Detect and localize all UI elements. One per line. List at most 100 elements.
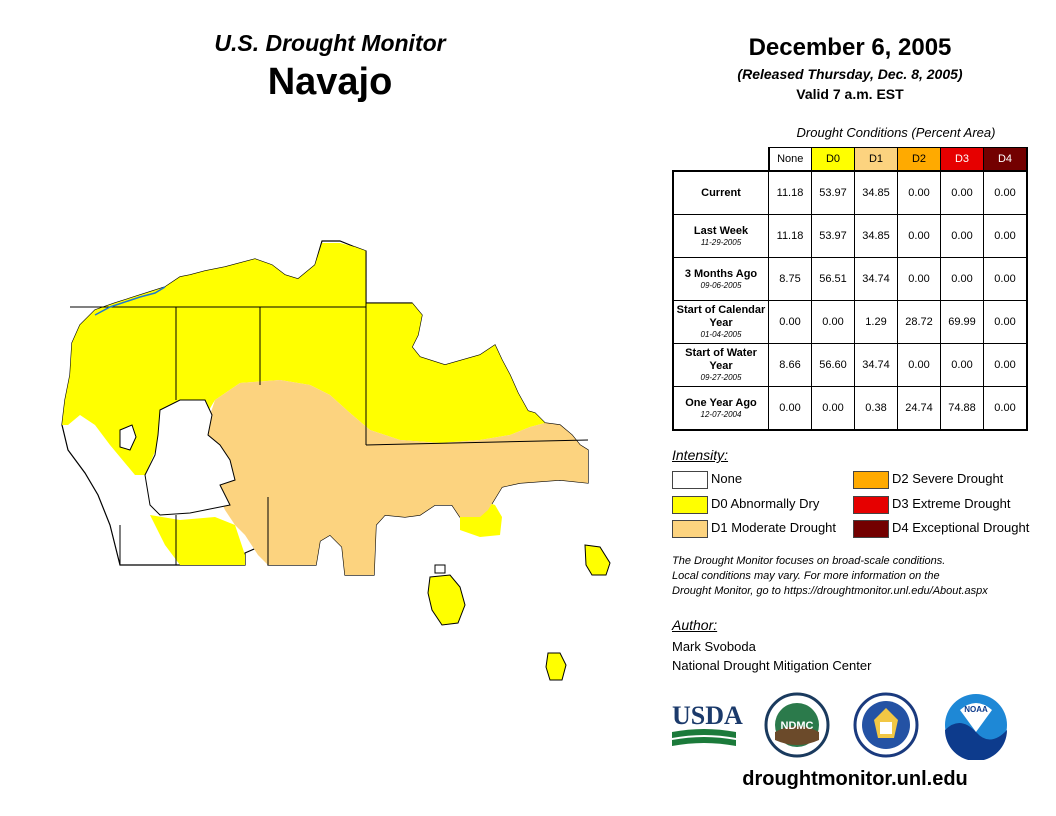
legend-swatch <box>672 471 708 489</box>
author-title: Author: <box>672 617 718 633</box>
row-label: Current <box>672 170 769 215</box>
table-cell: 34.74 <box>854 257 898 301</box>
table-cell: 53.97 <box>811 170 855 215</box>
white-island <box>119 424 137 451</box>
table-cell: 0.00 <box>897 257 941 301</box>
table-cell: 24.74 <box>897 386 941 431</box>
table-cell: 0.00 <box>940 343 984 387</box>
commerce-logo <box>853 692 919 758</box>
drought-conditions-table: None D0 D1 D2 D3 D4 Current 11.18 53.97 … <box>672 147 1028 431</box>
ndmc-text: NDMC <box>781 720 814 732</box>
table-cell: 0.00 <box>897 214 941 258</box>
release-date: (Released Thursday, Dec. 8, 2005) <box>737 66 963 82</box>
table-cell: 56.51 <box>811 257 855 301</box>
table-cell: 11.18 <box>768 214 812 258</box>
legend-label: D2 Severe Drought <box>892 471 1004 486</box>
table-cell: 0.38 <box>854 386 898 431</box>
table-cell: 34.85 <box>854 170 898 215</box>
note-line: The Drought Monitor focuses on broad-sca… <box>672 555 946 567</box>
white-enclave <box>144 399 236 516</box>
drought-note: The Drought Monitor focuses on broad-sca… <box>672 554 1042 599</box>
island-d0-3 <box>545 652 567 681</box>
d0-area-south <box>150 515 245 565</box>
row-date: 12-07-2004 <box>700 409 742 419</box>
table-cell: 28.72 <box>897 300 941 344</box>
island-d0-1 <box>427 574 466 626</box>
table-cell: 0.00 <box>940 214 984 258</box>
row-name: One Year Ago <box>685 396 757 409</box>
table-row: Start of Calendar Year 01-04-2005 0.00 0.… <box>672 300 1028 344</box>
drought-map <box>61 240 611 681</box>
author-name: Mark Svoboda <box>672 639 756 654</box>
row-label: Start of Water Year 09-27-2005 <box>672 343 769 387</box>
row-name: Start of Water Year <box>685 347 757 372</box>
col-d2: D2 <box>897 147 941 172</box>
legend-title: Intensity: <box>672 447 729 463</box>
col-d1: D1 <box>854 147 898 172</box>
row-name: Start of Calendar Year <box>676 304 766 329</box>
region-title: Navajo <box>267 61 393 103</box>
table-cell: 0.00 <box>811 386 855 431</box>
date-header: December 6, 2005 (Released Thursday, Dec… <box>680 34 1020 102</box>
island-d0-2 <box>584 544 611 576</box>
table-cell: 34.85 <box>854 214 898 258</box>
table-cell: 34.74 <box>854 343 898 387</box>
table-cell: 56.60 <box>811 343 855 387</box>
table-cell: 0.00 <box>897 343 941 387</box>
website-link[interactable]: droughtmonitor.unl.edu <box>742 768 968 790</box>
table-cell: 69.99 <box>940 300 984 344</box>
row-label: 3 Months Ago 09-06-2005 <box>672 257 769 301</box>
table-cell: 0.00 <box>768 386 812 431</box>
legend-label: None <box>711 471 743 486</box>
row-label: Start of Calendar Year 01-04-2005 <box>672 300 769 344</box>
row-label: One Year Ago 12-07-2004 <box>672 386 769 431</box>
d1-area <box>205 380 588 575</box>
map-subtitle: U.S. Drought Monitor <box>214 30 446 56</box>
table-cell: 0.00 <box>983 257 1028 301</box>
table-row: 3 Months Ago 09-06-2005 8.75 56.51 34.74 … <box>672 257 1028 301</box>
table-cell: 8.66 <box>768 343 812 387</box>
usda-logo: USDA <box>672 701 743 746</box>
legend-swatch <box>853 496 889 514</box>
ndmc-logo: NDMC <box>764 692 830 758</box>
usda-text: USDA <box>672 701 743 730</box>
row-name: Current <box>701 186 741 199</box>
legend-swatch <box>672 496 708 514</box>
table-cell: 0.00 <box>940 257 984 301</box>
table-cell: 8.75 <box>768 257 812 301</box>
row-name: Last Week <box>693 224 749 237</box>
legend-label: D0 Abnormally Dry <box>711 496 820 511</box>
row-date: 09-27-2005 <box>700 373 742 382</box>
legend-swatch <box>672 520 708 538</box>
table-cell: 11.18 <box>768 170 812 215</box>
table-cell: 0.00 <box>811 300 855 344</box>
table-title: Drought Conditions (Percent Area) <box>796 125 996 140</box>
table-cell: 0.00 <box>768 300 812 344</box>
row-name: 3 Months Ago <box>684 267 758 280</box>
legend-label: D4 Exceptional Drought <box>892 520 1030 535</box>
table-cell: 0.00 <box>940 170 984 215</box>
boundary-lines <box>70 251 589 565</box>
legend-label: D1 Moderate Drought <box>711 520 837 535</box>
table-cell: 0.00 <box>983 343 1028 387</box>
row-date: 09-06-2005 <box>700 280 742 290</box>
col-d0: D0 <box>811 147 855 172</box>
row-label: Last Week 11-29-2005 <box>672 214 769 258</box>
legend-swatch <box>853 520 889 538</box>
table-cell: 0.00 <box>983 170 1028 215</box>
table-row: One Year Ago 12-07-2004 0.00 0.00 0.38 24… <box>672 386 1028 431</box>
table-cell: 53.97 <box>811 214 855 258</box>
legend-label: D3 Extreme Drought <box>892 496 1011 511</box>
col-d3: D3 <box>940 147 984 172</box>
table-cell: 1.29 <box>854 300 898 344</box>
table-cell: 0.00 <box>897 170 941 215</box>
row-date: 11-29-2005 <box>700 237 742 247</box>
note-line: Drought Monitor, go to https://droughtmo… <box>672 585 988 597</box>
island-small <box>434 564 446 574</box>
valid-time: Valid 7 a.m. EST <box>796 86 904 102</box>
col-none: None <box>767 147 812 172</box>
table-header-row: None D0 D1 D2 D3 D4 <box>673 147 1028 172</box>
noaa-logo: NOAA <box>945 694 1007 760</box>
table-row: Start of Water Year 09-27-2005 8.66 56.60… <box>672 343 1028 387</box>
logo-strip: USDA NDMC NOAA <box>672 692 1007 760</box>
